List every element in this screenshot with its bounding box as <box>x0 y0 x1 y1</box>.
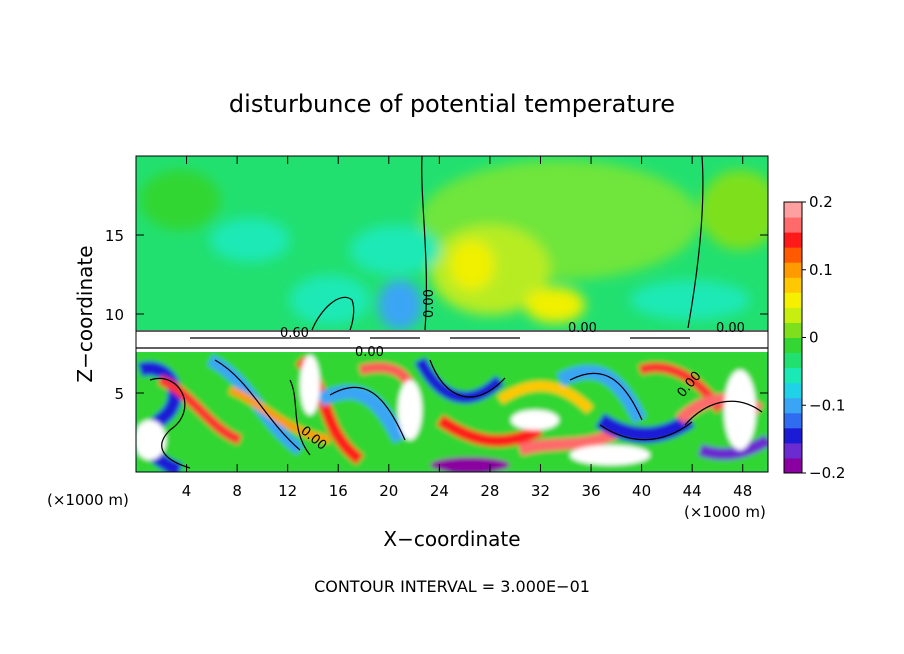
colorbar-swatch <box>784 337 802 354</box>
x-tick-label: 44 <box>683 482 702 500</box>
y-tick-label: 5 <box>114 385 124 403</box>
x-tick-label: 12 <box>278 482 297 500</box>
colorbar-tick-label: −0.1 <box>809 396 845 414</box>
x-unit-left: (×1000 m) <box>47 491 129 509</box>
colorbar-swatch <box>784 307 802 323</box>
colorbar-tick-label: 0.1 <box>809 261 833 279</box>
y-tick-label: 15 <box>105 227 124 245</box>
colorbar-swatch <box>784 247 802 263</box>
contour-label: 0.00 <box>716 321 745 336</box>
x-axis-label: X−coordinate <box>383 527 520 551</box>
x-tick-label: 32 <box>531 482 550 500</box>
x-axis-ticks: 4 8 12 16 20 24 28 32 36 40 44 48 <box>182 156 752 500</box>
colorbar-swatch <box>784 382 802 399</box>
x-tick-label: 20 <box>379 482 398 500</box>
colorbar-swatch <box>784 202 802 218</box>
colorbar-swatch <box>784 232 802 248</box>
colorbar-swatch <box>784 427 802 444</box>
colorbar-swatch <box>784 277 802 293</box>
x-tick-label: 28 <box>480 482 499 500</box>
colorbar-tick-label: 0.2 <box>809 193 833 211</box>
colorbar-swatch <box>784 352 802 369</box>
colorbar-swatch <box>784 292 802 308</box>
contour-label: 0.00 <box>422 289 437 318</box>
colorbar-swatch <box>784 457 802 474</box>
contour-interval-note: CONTOUR INTERVAL = 3.000E−01 <box>314 577 590 596</box>
x-tick-label: 8 <box>232 482 242 500</box>
colorbar <box>784 202 802 474</box>
x-tick-label: 24 <box>430 482 449 500</box>
colorbar-swatch <box>784 412 802 429</box>
x-tick-label: 40 <box>632 482 651 500</box>
x-tick-label: 4 <box>182 482 192 500</box>
x-tick-label: 16 <box>329 482 348 500</box>
colorbar-tick-label: 0 <box>809 329 819 347</box>
colorbar-swatch <box>784 262 802 278</box>
contour-label: 0.60 <box>280 326 309 341</box>
lower-turbulent-field <box>136 350 768 472</box>
y-tick-label: 10 <box>105 306 124 324</box>
x-tick-label: 36 <box>581 482 600 500</box>
y-axis-label: Z−coordinate <box>73 245 97 382</box>
x-unit-right: (×1000 m) <box>684 503 766 521</box>
x-tick-label: 48 <box>733 482 752 500</box>
colorbar-swatch <box>784 397 802 414</box>
plot-area <box>136 156 768 472</box>
colorbar-swatch <box>784 322 802 338</box>
colorbar-tick-label: −0.2 <box>809 464 845 482</box>
chart-title: disturbunce of potential temperature <box>229 90 675 118</box>
upper-field <box>140 160 768 330</box>
contour-label: 0.00 <box>355 345 384 360</box>
contour-lines <box>136 156 768 469</box>
colorbar-swatch <box>784 217 802 233</box>
colorbar-ticks: 0.2 0.1 0 −0.1 −0.2 <box>802 193 845 482</box>
colorbar-swatch <box>784 367 802 384</box>
y-axis-ticks: 5 10 15 <box>105 227 768 403</box>
inversion-layer <box>136 330 768 352</box>
contour-label: 0.00 <box>568 321 597 336</box>
colorbar-swatch <box>784 442 802 459</box>
